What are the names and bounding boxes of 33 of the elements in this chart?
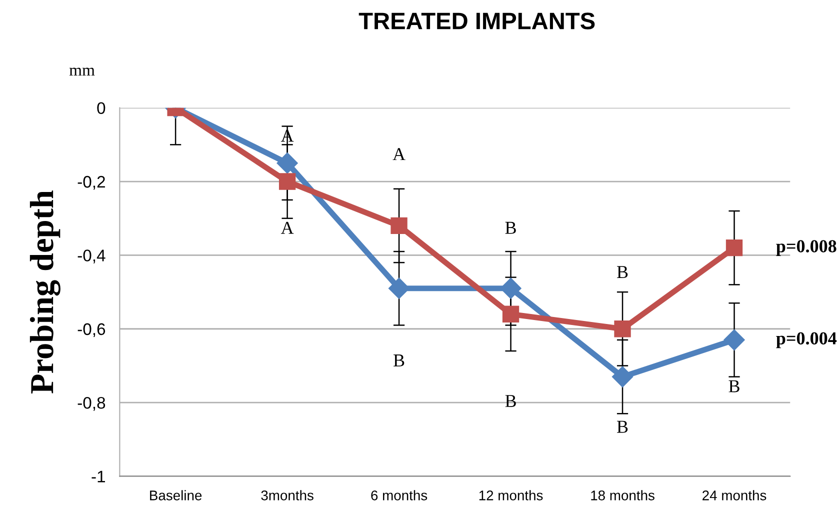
annotation: B: [617, 266, 628, 278]
x-tick-label: 18 months: [591, 490, 654, 500]
y-tick-label: -0,6: [78, 323, 106, 338]
y-tick-label: -0,2: [78, 176, 105, 190]
x-tick-label: 6 months: [371, 490, 428, 500]
point: [614, 320, 631, 338]
annotation: B: [505, 222, 516, 234]
point: [612, 366, 634, 388]
annotation: B: [394, 354, 404, 366]
point: [724, 329, 745, 350]
point: [278, 173, 296, 190]
annotation: B: [728, 380, 740, 392]
point: [390, 217, 408, 234]
annotation: B: [505, 395, 516, 407]
chart-title: TREATED IMPLANTS: [358, 12, 595, 30]
text: mm: [69, 68, 95, 76]
y-tick-label: 0: [97, 102, 106, 114]
y-tick-label: -1: [92, 470, 105, 482]
x-tick-label: 12 months: [479, 490, 543, 500]
annotation: A: [392, 148, 406, 160]
annotation: A: [280, 222, 294, 234]
x-tick-label: 3months: [261, 490, 314, 500]
y-axis-title: Probing depth: [30, 190, 60, 394]
x-tick-label: Baseline: [150, 490, 202, 500]
y-tick-label: -0,8: [78, 396, 106, 411]
y-tick-label: -0,4: [78, 250, 106, 264]
point: [726, 239, 743, 256]
x-tick-label: 24 months: [702, 490, 766, 500]
point: [502, 306, 520, 322]
annotation: B: [617, 420, 628, 433]
annotation: p=0.004: [776, 332, 837, 348]
point: [276, 152, 298, 174]
annotation: p=0.008: [776, 240, 836, 256]
